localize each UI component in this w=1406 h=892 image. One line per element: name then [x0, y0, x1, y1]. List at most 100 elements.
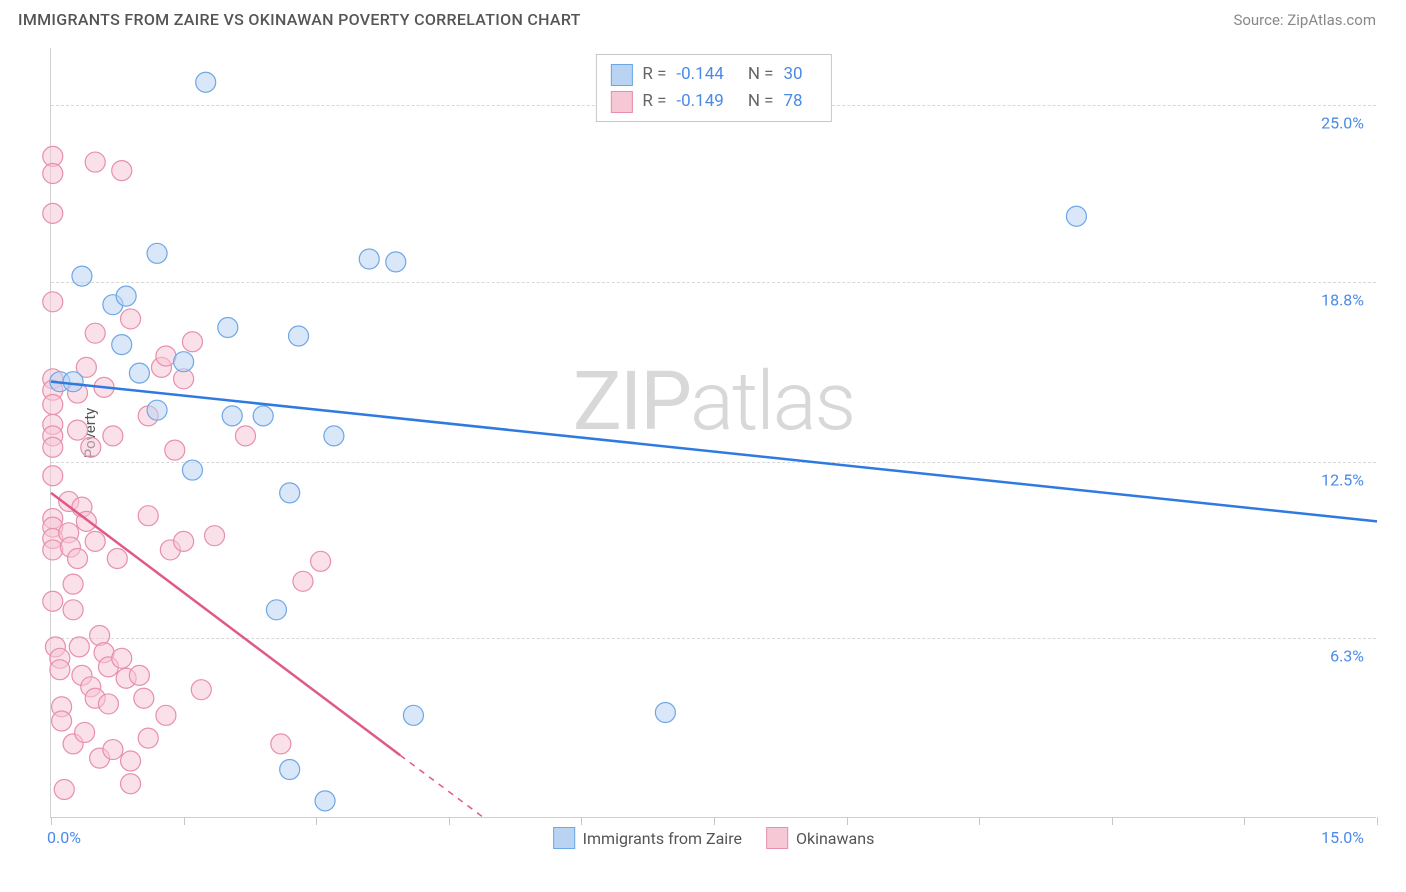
scatter-point — [69, 637, 89, 657]
x-axis-max-label: 15.0% — [1321, 828, 1364, 847]
n-label: N = — [748, 88, 774, 115]
scatter-point — [121, 751, 141, 771]
scatter-svg — [51, 48, 1376, 817]
scatter-point — [266, 600, 286, 620]
legend-series-label: Immigrants from Zaire — [583, 829, 742, 848]
scatter-point — [359, 249, 379, 269]
x-axis-min-label: 0.0% — [47, 828, 81, 847]
scatter-point — [280, 760, 300, 780]
scatter-point — [174, 531, 194, 551]
source-label: Source: — [1233, 11, 1283, 29]
scatter-point — [129, 665, 149, 685]
scatter-point — [112, 161, 132, 181]
scatter-point — [63, 574, 83, 594]
scatter-point — [112, 648, 132, 668]
scatter-point — [85, 531, 105, 551]
x-tick — [581, 817, 582, 825]
scatter-point — [72, 266, 92, 286]
scatter-point — [222, 406, 242, 426]
legend-swatch — [610, 91, 632, 113]
scatter-point — [134, 688, 154, 708]
x-tick — [1244, 817, 1245, 825]
scatter-point — [116, 286, 136, 306]
scatter-point — [43, 437, 63, 457]
scatter-point — [52, 711, 72, 731]
legend-swatch — [766, 827, 788, 849]
r-value: -0.144 — [676, 61, 723, 88]
source-value: ZipAtlas.com — [1287, 11, 1376, 29]
scatter-point — [156, 705, 176, 725]
x-tick — [184, 817, 185, 825]
legend-series-item: Immigrants from Zaire — [553, 827, 742, 849]
legend-series: Immigrants from Zaire Okinawans — [553, 827, 875, 849]
scatter-point — [121, 774, 141, 794]
trend-line — [400, 755, 484, 818]
n-value: 78 — [784, 88, 803, 115]
scatter-point — [138, 728, 158, 748]
scatter-point — [196, 72, 216, 92]
scatter-point — [293, 571, 313, 591]
scatter-point — [75, 722, 95, 742]
n-value: 30 — [784, 61, 803, 88]
scatter-point — [386, 252, 406, 272]
scatter-point — [43, 540, 63, 560]
scatter-point — [85, 152, 105, 172]
scatter-point — [129, 363, 149, 383]
chart-header: IMMIGRANTS FROM ZAIRE VS OKINAWAN POVERT… — [0, 0, 1406, 37]
scatter-point — [324, 426, 344, 446]
scatter-point — [253, 406, 273, 426]
chart-plot-area: Poverty ZIPatlas R =-0.144N =30R =-0.149… — [50, 48, 1376, 818]
y-tick-label: 18.8% — [1321, 290, 1364, 309]
x-tick — [316, 817, 317, 825]
scatter-point — [98, 694, 118, 714]
scatter-point — [174, 352, 194, 372]
scatter-point — [43, 591, 63, 611]
scatter-point — [103, 426, 123, 446]
x-tick — [979, 817, 980, 825]
scatter-point — [655, 702, 675, 722]
scatter-point — [112, 335, 132, 355]
scatter-point — [147, 243, 167, 263]
trend-line — [51, 382, 1377, 522]
legend-series-label: Okinawans — [796, 829, 874, 848]
scatter-point — [68, 548, 88, 568]
scatter-point — [107, 548, 127, 568]
chart-title: IMMIGRANTS FROM ZAIRE VS OKINAWAN POVERT… — [18, 10, 581, 29]
scatter-point — [182, 460, 202, 480]
x-tick — [51, 817, 52, 825]
scatter-point — [103, 740, 123, 760]
scatter-point — [182, 332, 202, 352]
legend-stats: R = -0.144 N = 30 R = -0.149 N = 78 — [595, 54, 831, 122]
chart-source: Source: ZipAtlas.com — [1233, 11, 1376, 29]
scatter-point — [138, 506, 158, 526]
scatter-point — [63, 372, 83, 392]
scatter-point — [54, 779, 74, 799]
scatter-point — [68, 420, 88, 440]
scatter-point — [235, 426, 255, 446]
scatter-point — [121, 309, 141, 329]
scatter-point — [63, 600, 83, 620]
y-tick-label: 12.5% — [1321, 470, 1364, 489]
trend-line — [51, 493, 400, 755]
legend-series-item: Okinawans — [766, 827, 874, 849]
x-tick — [714, 817, 715, 825]
x-tick — [1377, 817, 1378, 825]
n-label: N = — [748, 61, 774, 88]
r-value: -0.149 — [676, 88, 723, 115]
scatter-point — [1066, 206, 1086, 226]
y-tick-label: 6.3% — [1330, 647, 1364, 666]
scatter-point — [218, 317, 238, 337]
scatter-point — [403, 705, 423, 725]
scatter-point — [315, 791, 335, 811]
scatter-point — [156, 346, 176, 366]
y-tick-label: 25.0% — [1321, 114, 1364, 133]
scatter-point — [271, 734, 291, 754]
scatter-point — [311, 551, 331, 571]
scatter-point — [50, 660, 70, 680]
legend-stats-row: R = -0.144 N = 30 — [610, 61, 816, 88]
scatter-point — [280, 483, 300, 503]
scatter-point — [43, 394, 63, 414]
r-label: R = — [642, 61, 666, 88]
scatter-point — [43, 203, 63, 223]
r-label: R = — [642, 88, 666, 115]
